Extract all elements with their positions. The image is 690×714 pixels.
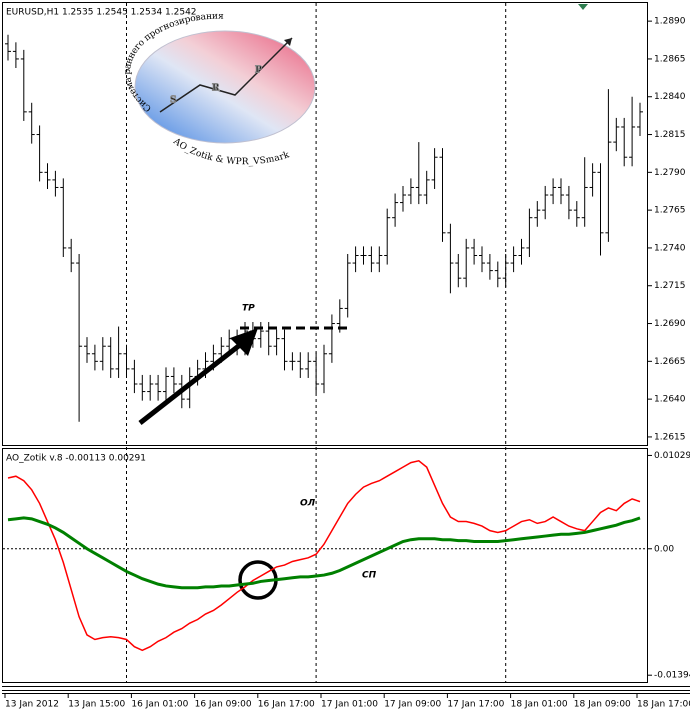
y-tick-label: 1.2840 <box>654 92 686 102</box>
y-tick-label: 1.2890 <box>654 17 686 27</box>
main-panel <box>2 2 648 446</box>
y-tick-label: 0.00 <box>654 544 674 554</box>
x-tick-label: 16 Jan 09:00 <box>195 700 252 710</box>
logo-arrow <box>159 37 293 113</box>
logo-letter: R <box>212 84 220 94</box>
arrow-head <box>230 328 258 356</box>
x-tick-label: 17 Jan 17:00 <box>447 700 504 710</box>
y-tick-label: 1.2615 <box>654 432 686 442</box>
x-tick-label: 18 Jan 17:00 <box>637 700 690 710</box>
arrow <box>138 339 247 425</box>
y-tick-label: 1.2790 <box>654 168 686 178</box>
y-tick-label: 1.2690 <box>654 319 686 329</box>
logo-ellipse <box>134 30 316 144</box>
x-tick-label: 16 Jan 17:00 <box>258 700 315 710</box>
y-tick-label: 0.01029 <box>654 451 690 461</box>
y-tick-label: 1.2765 <box>654 206 686 216</box>
x-tick-label: 17 Jan 01:00 <box>321 700 378 710</box>
x-tick-label: 13 Jan 15:00 <box>68 700 125 710</box>
y-tick-label: 1.2865 <box>654 54 686 64</box>
x-tick-label: 13 Jan 2012 <box>5 700 59 710</box>
logo-letter: S <box>170 96 177 106</box>
y-tick-label: 1.2740 <box>654 243 686 253</box>
x-tick-label: 18 Jan 01:00 <box>511 700 568 710</box>
series-label: ОЛ <box>300 499 316 509</box>
logo-arrow-head <box>284 38 292 46</box>
logo-letter: P <box>255 66 262 76</box>
indicator-line <box>7 516 641 590</box>
indicator-line <box>7 459 641 652</box>
y-tick-label: 1.2665 <box>654 357 686 367</box>
x-tick-label: 16 Jan 01:00 <box>131 700 188 710</box>
x-tick-label: 18 Jan 09:00 <box>574 700 631 710</box>
chart-title: EURUSD,H1 1.2535 1.2545 1.2534 1.2542 <box>6 8 197 18</box>
x-tick-label: 17 Jan 09:00 <box>384 700 441 710</box>
annotation: TP <box>242 304 255 314</box>
indicator-panel <box>2 448 648 683</box>
y-tick-label: -0.01394 <box>654 671 690 681</box>
shift-marker <box>578 4 588 10</box>
series-label: СП <box>362 571 377 581</box>
y-tick-label: 1.2815 <box>654 130 686 140</box>
y-tick-label: 1.2640 <box>654 395 686 405</box>
indicator-title: AO_Zotik v.8 -0.00113 0.00291 <box>6 454 146 464</box>
y-tick-label: 1.2715 <box>654 281 686 291</box>
